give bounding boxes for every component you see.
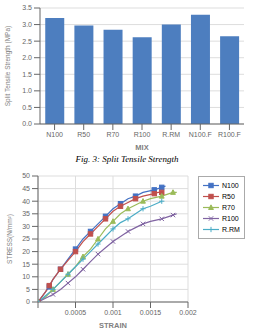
svg-text:R.RM: R.RM [162, 131, 180, 138]
svg-text:40: 40 [22, 198, 30, 205]
svg-text:Split Tensile Strength (MPa): Split Tensile Strength (MPa) [8, 26, 12, 106]
svg-text:10: 10 [22, 273, 30, 280]
svg-text:50: 50 [22, 172, 30, 179]
svg-text:0.002: 0.002 [179, 309, 197, 316]
svg-text:5: 5 [26, 286, 30, 293]
svg-text:R70: R70 [106, 131, 119, 138]
svg-text:N100.F: N100.F [189, 131, 212, 138]
svg-text:1.0: 1.0 [22, 87, 32, 94]
svg-text:R100: R100 [134, 131, 151, 138]
svg-text:0.0: 0.0 [22, 120, 32, 127]
svg-text:25: 25 [22, 235, 30, 242]
svg-text:2.0: 2.0 [22, 54, 32, 61]
svg-text:30: 30 [22, 223, 30, 230]
svg-text:0.0015: 0.0015 [140, 309, 162, 316]
html-text:R50: R50 [222, 193, 235, 200]
svg-text:N100: N100 [46, 131, 63, 138]
html-text:R.RM: R.RM [222, 226, 240, 233]
svg-text:0.0005: 0.0005 [65, 309, 87, 316]
svg-text:45: 45 [22, 185, 30, 192]
svg-text:35: 35 [22, 210, 30, 217]
html-text:Fig. 3: Split Tensile Strength: Fig. 3: Split Tensile Strength [75, 154, 179, 164]
svg-text:R50: R50 [77, 131, 90, 138]
svg-text:0.5: 0.5 [22, 104, 32, 111]
svg-text:15: 15 [22, 261, 30, 268]
svg-text:STRAIN: STRAIN [99, 321, 127, 328]
svg-text:MIX: MIX [135, 143, 148, 150]
html-text:R100: R100 [222, 215, 239, 222]
svg-text:0.001: 0.001 [104, 309, 122, 316]
html-text:R70: R70 [222, 204, 235, 211]
svg-text:20: 20 [22, 248, 30, 255]
html-text:N100: N100 [222, 182, 239, 189]
svg-text:R100.F: R100.F [218, 131, 241, 138]
svg-text:2.5: 2.5 [22, 38, 32, 45]
svg-text:1.5: 1.5 [22, 71, 32, 78]
svg-text:3.0: 3.0 [22, 21, 32, 28]
svg-text:3.5: 3.5 [22, 4, 32, 11]
svg-text:0: 0 [26, 298, 30, 305]
svg-text:STRESS(N/mm²): STRESS(N/mm²) [8, 214, 14, 264]
